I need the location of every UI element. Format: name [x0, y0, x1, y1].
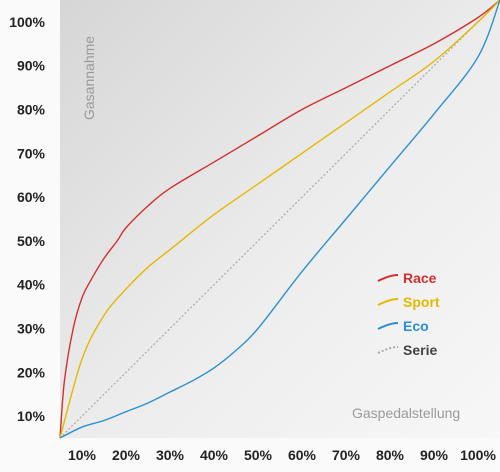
legend-label-sport: Sport: [403, 294, 440, 310]
y-tick-label: 20%: [17, 364, 46, 380]
legend-swatch-serie: [377, 346, 399, 354]
y-tick-label: 30%: [17, 321, 46, 337]
y-axis-ticks: 10% 20% 30% 40% 50% 60% 70% 80% 90% 100%: [9, 14, 45, 424]
x-axis-title: Gaspedalstellung: [352, 405, 460, 421]
x-tick-label: 10%: [68, 447, 97, 463]
series-line-sport: [59, 0, 500, 439]
legend-label-eco: Eco: [403, 318, 429, 334]
x-tick-label: 20%: [112, 447, 141, 463]
x-tick-label: 70%: [332, 447, 361, 463]
series-line-race: [59, 0, 500, 439]
legend: Race Sport Eco Serie: [377, 270, 440, 358]
y-axis-title: Gasannahme: [81, 36, 97, 120]
y-tick-label: 80%: [17, 102, 46, 118]
y-tick-label: 40%: [17, 277, 46, 293]
series-line-eco: [59, 0, 500, 439]
x-tick-label: 50%: [244, 447, 273, 463]
y-tick-label: 50%: [17, 233, 46, 249]
legend-swatch-eco: [377, 322, 399, 330]
legend-swatch-sport: [377, 298, 399, 306]
x-tick-label: 40%: [200, 447, 229, 463]
legend-label-serie: Serie: [403, 342, 437, 358]
x-tick-label: 100%: [460, 447, 496, 463]
series-lines: [59, 0, 500, 439]
legend-label-race: Race: [403, 270, 437, 286]
x-tick-label: 80%: [376, 447, 405, 463]
series-line-serie: [59, 0, 500, 439]
y-tick-label: 10%: [17, 408, 46, 424]
x-tick-label: 60%: [288, 447, 317, 463]
x-tick-label: 90%: [420, 447, 449, 463]
y-tick-label: 70%: [17, 145, 46, 161]
x-tick-label: 30%: [156, 447, 185, 463]
y-tick-label: 100%: [9, 14, 45, 30]
legend-swatch-race: [377, 274, 399, 282]
y-tick-label: 60%: [17, 189, 46, 205]
x-axis-ticks: 10% 20% 30% 40% 50% 60% 70% 80% 90% 100%: [68, 447, 496, 463]
y-tick-label: 90%: [17, 58, 46, 74]
